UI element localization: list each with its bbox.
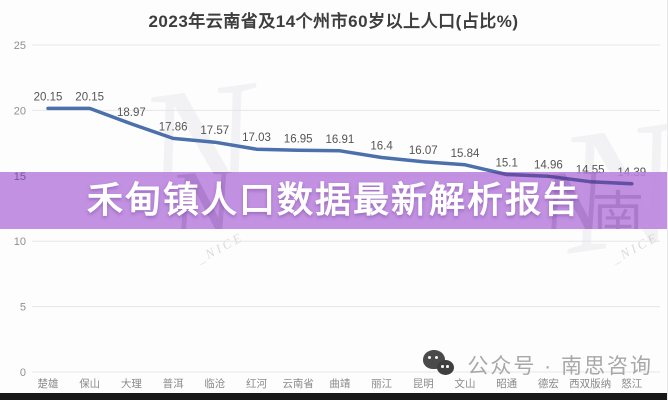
svg-text:16.07: 16.07 xyxy=(409,145,438,157)
svg-text:17.03: 17.03 xyxy=(242,132,271,144)
svg-text:曲靖: 曲靖 xyxy=(329,377,350,390)
svg-text:15.84: 15.84 xyxy=(451,148,480,160)
svg-text:17.86: 17.86 xyxy=(159,121,188,133)
svg-text:20.15: 20.15 xyxy=(34,91,63,103)
svg-text:德宏: 德宏 xyxy=(538,377,559,390)
svg-text:丽江: 丽江 xyxy=(371,378,392,390)
svg-text:18.97: 18.97 xyxy=(117,107,146,119)
svg-text:16.91: 16.91 xyxy=(326,134,355,146)
svg-text:15: 15 xyxy=(14,172,26,183)
banner-headline: 禾甸镇人口数据最新解析报告 xyxy=(86,179,581,220)
svg-text:昭通: 昭通 xyxy=(496,378,517,390)
svg-text:大理: 大理 xyxy=(121,377,142,390)
line-chart-through-banner: 15 xyxy=(14,172,634,186)
watermark-account-label: 公众号 · 南思咨询 xyxy=(467,355,653,378)
data-point-labels: 20.15 20.15 18.97 17.86 17.57 17.03 16.95 16.91… xyxy=(34,91,647,178)
svg-text:17.57: 17.57 xyxy=(200,125,229,137)
svg-text:昆明: 昆明 xyxy=(413,378,434,390)
svg-text:临沧: 临沧 xyxy=(204,377,225,390)
x-axis-labels: 楚雄 保山 大理 普洱 临沧 红河 云南省 曲靖 丽江 昆明 文山 昭通 德宏 西双版纳 怒江 xyxy=(38,377,643,390)
svg-text:文山: 文山 xyxy=(455,377,476,390)
svg-text:15.1: 15.1 xyxy=(496,158,518,170)
overlay-banner: 15 N N 南 禾甸镇人口数据最新解析报告 xyxy=(0,172,667,229)
svg-text:西双版纳: 西双版纳 xyxy=(569,377,611,390)
svg-text:普洱: 普洱 xyxy=(163,377,184,390)
svg-text:20: 20 xyxy=(14,105,26,117)
svg-text:16.4: 16.4 xyxy=(370,141,393,153)
svg-text:怒江: 怒江 xyxy=(621,377,642,390)
svg-text:25: 25 xyxy=(14,40,26,52)
svg-text:20.15: 20.15 xyxy=(75,91,104,103)
svg-text:10: 10 xyxy=(14,236,26,248)
wechat-icon xyxy=(423,350,459,380)
svg-text:5: 5 xyxy=(20,302,26,314)
svg-text:保山: 保山 xyxy=(79,377,100,390)
footer-watermark: 公众号 · 南思咨询 xyxy=(423,350,653,380)
bottom-border-strip xyxy=(0,393,667,400)
chart-title: 2023年云南省及14个州市60岁以上人口(占比%) xyxy=(148,12,519,31)
svg-text:0: 0 xyxy=(20,367,26,379)
svg-text:14.96: 14.96 xyxy=(534,159,563,171)
svg-text:楚雄: 楚雄 xyxy=(38,377,59,390)
svg-text:16.95: 16.95 xyxy=(284,133,313,145)
svg-text:云南省: 云南省 xyxy=(282,377,314,390)
y-grid-and-ticks: 0 5 10 15 20 25 xyxy=(14,40,660,379)
svg-text:红河: 红河 xyxy=(246,377,267,390)
